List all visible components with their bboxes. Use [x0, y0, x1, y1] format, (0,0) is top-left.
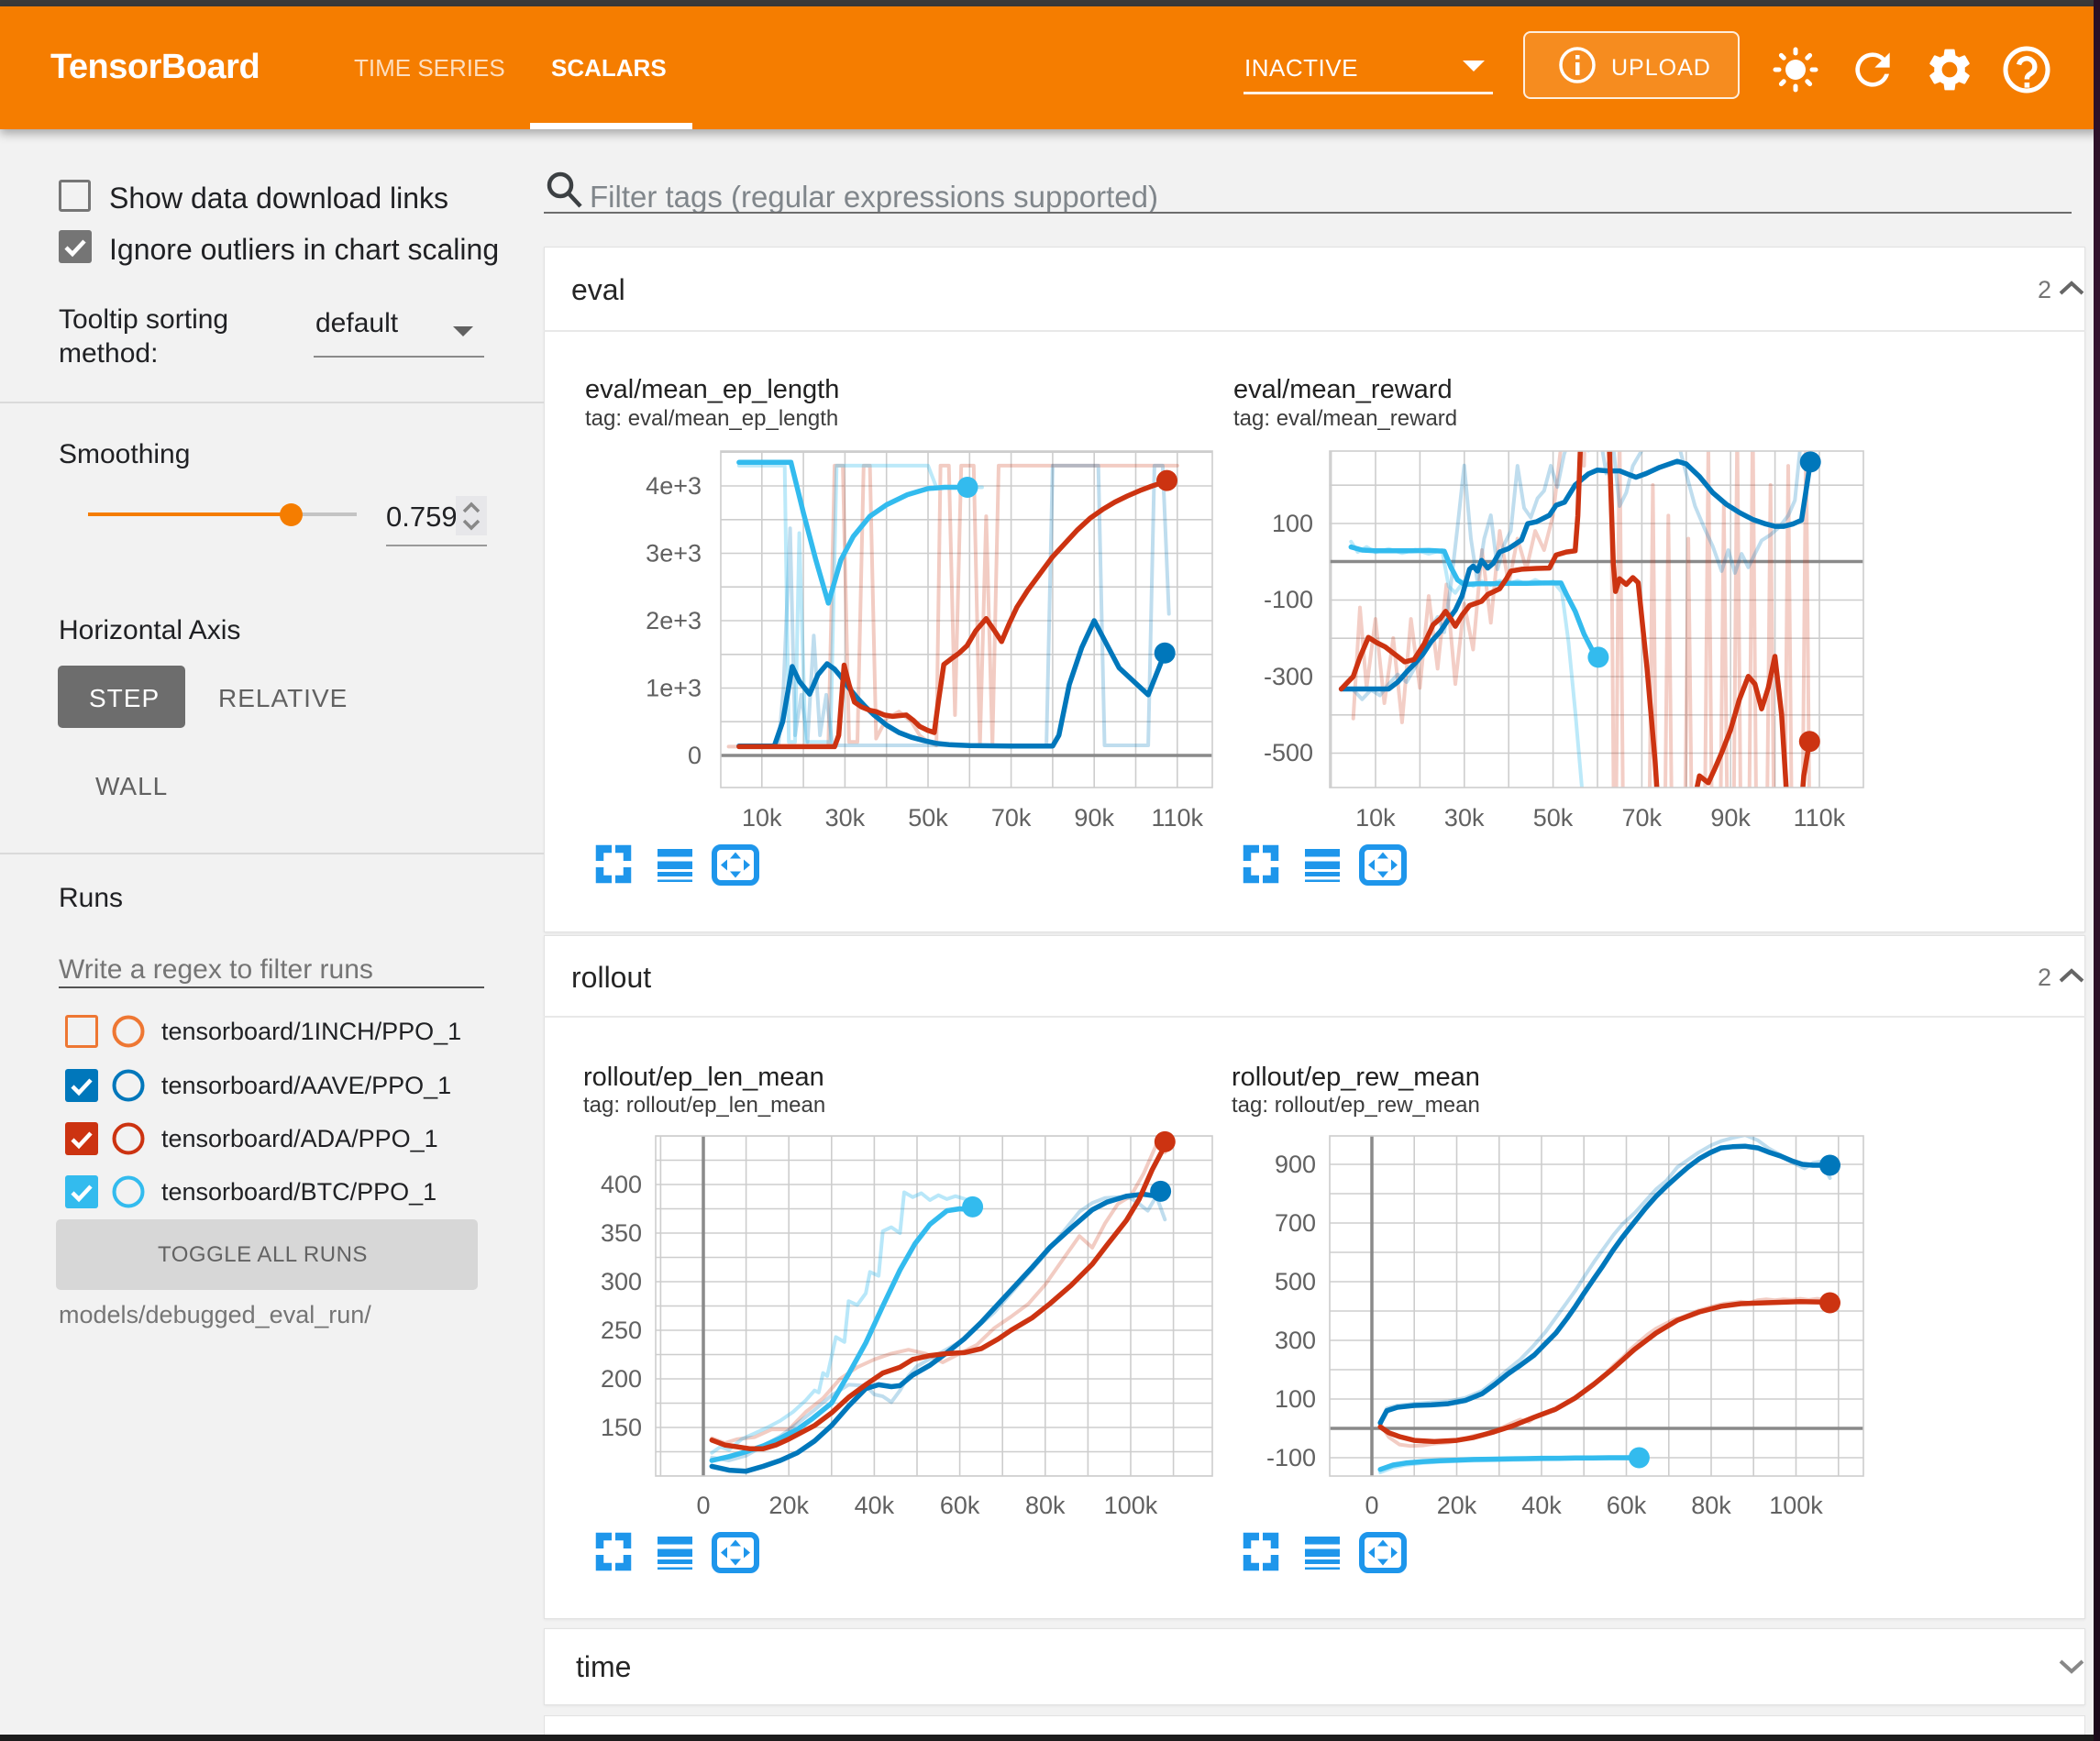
svg-text:500: 500: [1275, 1268, 1316, 1295]
svg-text:70k: 70k: [991, 804, 1032, 832]
svg-text:250: 250: [601, 1317, 642, 1344]
svg-text:200: 200: [601, 1365, 642, 1393]
svg-text:20k: 20k: [1437, 1492, 1477, 1519]
svg-text:110k: 110k: [1152, 804, 1204, 832]
svg-text:-300: -300: [1264, 663, 1313, 690]
svg-text:2e+3: 2e+3: [646, 607, 702, 634]
svg-text:90k: 90k: [1710, 804, 1751, 832]
svg-text:80k: 80k: [1691, 1492, 1731, 1519]
svg-text:100: 100: [1272, 510, 1313, 537]
svg-text:-100: -100: [1266, 1444, 1316, 1471]
svg-text:90k: 90k: [1074, 804, 1114, 832]
svg-text:300: 300: [601, 1268, 642, 1295]
svg-text:60k: 60k: [940, 1492, 980, 1519]
svg-text:70k: 70k: [1622, 804, 1663, 832]
svg-text:150: 150: [601, 1414, 642, 1441]
svg-text:80k: 80k: [1025, 1492, 1066, 1519]
svg-text:110k: 110k: [1794, 804, 1846, 832]
svg-text:700: 700: [1275, 1209, 1316, 1237]
svg-text:3e+3: 3e+3: [646, 540, 702, 567]
svg-text:100k: 100k: [1769, 1492, 1823, 1519]
svg-text:400: 400: [601, 1171, 642, 1198]
svg-text:60k: 60k: [1607, 1492, 1647, 1519]
svg-text:50k: 50k: [908, 804, 948, 832]
svg-text:350: 350: [601, 1219, 642, 1247]
svg-text:30k: 30k: [825, 804, 866, 832]
svg-text:100: 100: [1275, 1385, 1316, 1413]
svg-text:10k: 10k: [1355, 804, 1396, 832]
svg-text:50k: 50k: [1533, 804, 1574, 832]
svg-text:0: 0: [1365, 1492, 1378, 1519]
svg-text:40k: 40k: [855, 1492, 895, 1519]
svg-text:100k: 100k: [1104, 1492, 1158, 1519]
svg-text:10k: 10k: [742, 804, 782, 832]
svg-text:40k: 40k: [1521, 1492, 1562, 1519]
svg-text:20k: 20k: [768, 1492, 809, 1519]
svg-text:-100: -100: [1264, 586, 1313, 613]
svg-text:-500: -500: [1264, 739, 1313, 766]
svg-text:4e+3: 4e+3: [646, 472, 702, 500]
svg-text:300: 300: [1275, 1327, 1316, 1354]
svg-text:1e+3: 1e+3: [646, 675, 702, 702]
svg-text:0: 0: [688, 742, 702, 769]
svg-text:30k: 30k: [1444, 804, 1485, 832]
svg-text:900: 900: [1275, 1151, 1316, 1178]
svg-text:0: 0: [696, 1492, 710, 1519]
